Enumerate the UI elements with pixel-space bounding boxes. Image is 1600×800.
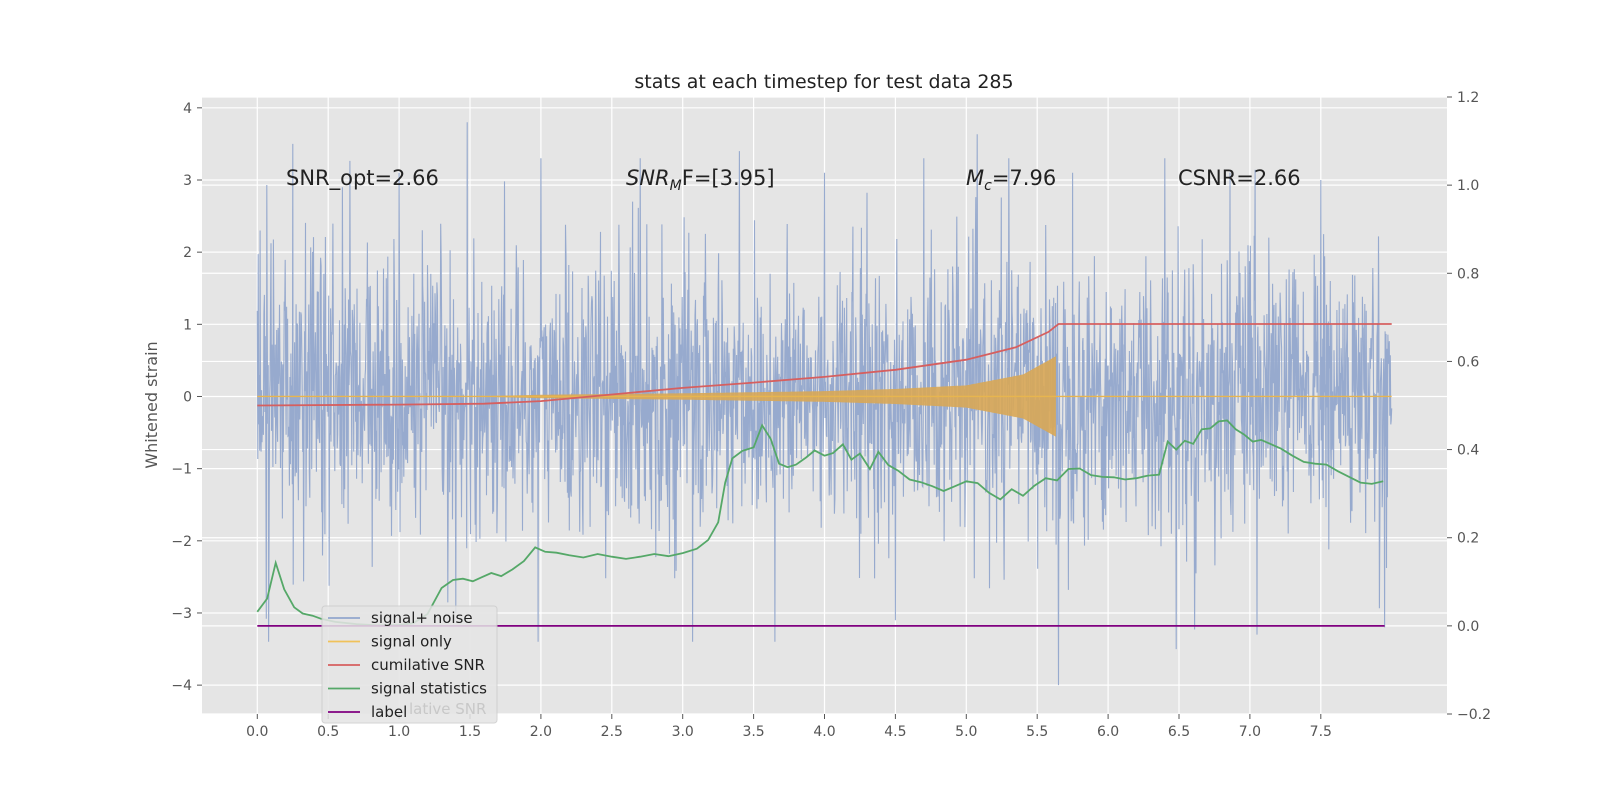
- x-tick-label: 2.0: [530, 724, 552, 740]
- legend-item-label: signal statistics: [371, 680, 487, 698]
- axes: 0.0 0.5 1.0 1.5 2.0 2.5 3.0 3.5 4.0 4.5 5.0 5.5 6.0 6…: [171, 90, 1491, 740]
- y-tick-label: 2: [183, 245, 192, 261]
- x-tick-label: 3.0: [672, 724, 694, 740]
- snr-mf-annotation: SNRMF=[3.95]: [626, 166, 775, 194]
- y-axis-label: Whitened strain: [142, 341, 161, 468]
- y-right-tick-label: 0.6: [1457, 354, 1479, 370]
- x-tick-label: 7.0: [1239, 724, 1261, 740]
- x-tick-label: 3.5: [742, 724, 764, 740]
- legend-ghost-text: lative SNR: [409, 700, 486, 718]
- snr-mf-rest: F=[3.95]: [682, 166, 775, 190]
- traces: [256, 122, 1393, 686]
- legend-item-label: signal only: [371, 633, 452, 651]
- legend-item-label: cumilative SNR: [371, 656, 485, 674]
- x-tick-label: 5.5: [1026, 724, 1048, 740]
- legend: lative SNR signal+ noise signal only cumil…: [321, 605, 498, 724]
- series-signal-statistics: [256, 419, 1384, 627]
- chart-title: stats at each timestep for test data 285: [634, 71, 1013, 93]
- y-right-tick-label: 1.0: [1457, 178, 1479, 194]
- x-tick-label: 6.5: [1168, 724, 1190, 740]
- x-tick-label: 1.0: [388, 724, 410, 740]
- y-tick-label: −2: [171, 534, 192, 550]
- y-tick-label: −3: [171, 606, 192, 622]
- y-right-tick-label: 0.4: [1457, 443, 1479, 459]
- x-tick-label: 5.0: [955, 724, 977, 740]
- chirp-mass-annotation: Mc=7.96: [966, 166, 1056, 194]
- y-tick-label: 4: [183, 101, 192, 117]
- snr-opt-annotation: SNR_opt=2.66: [286, 166, 439, 191]
- series-cumulative-snr: [257, 323, 1392, 407]
- y-tick-label: 1: [183, 317, 192, 333]
- chirp-mass-rest: =7.96: [992, 166, 1056, 190]
- x-tick-label: 4.5: [884, 724, 906, 740]
- x-tick-label: 1.5: [459, 724, 481, 740]
- y-tick-label: 0: [183, 389, 192, 405]
- legend-box: [321, 605, 498, 724]
- y-tick-label: −1: [171, 462, 192, 478]
- snr-mf-subscript: M: [670, 178, 682, 194]
- y-right-tick-label: 0.8: [1457, 266, 1479, 282]
- x-tick-label: 7.5: [1310, 724, 1332, 740]
- x-tick-label: 0.5: [317, 724, 339, 740]
- legend-items: signal+ noise signal only cumilative SNR si…: [328, 609, 487, 721]
- chirp-mass-subscript: c: [984, 178, 992, 194]
- x-tick-label: 0.0: [246, 724, 268, 740]
- chirp-mass-main: M: [966, 166, 984, 190]
- y-tick-label: 3: [183, 173, 192, 189]
- y-right-tick-label: −0.2: [1457, 707, 1491, 723]
- y-tick-label: −4: [171, 678, 192, 694]
- x-tick-label: 4.0: [813, 724, 835, 740]
- annotations: SNR_opt=2.66 SNRMF=[3.95] Mc=7.96 CSNR=2…: [286, 166, 1301, 194]
- y-right-tick-label: 0.2: [1457, 531, 1479, 547]
- x-tick-label: 2.5: [601, 724, 623, 740]
- legend-item-label: signal+ noise: [371, 609, 473, 627]
- legend-item-label: label: [371, 703, 407, 721]
- snr-mf-main: SNR: [626, 166, 670, 190]
- series-signal-noise: [256, 122, 1393, 686]
- y-right-tick-label: 1.2: [1457, 90, 1479, 106]
- y-right-tick-label: 0.0: [1457, 619, 1479, 635]
- csnr-annotation: CSNR=2.66: [1178, 166, 1301, 190]
- x-tick-label: 6.0: [1097, 724, 1119, 740]
